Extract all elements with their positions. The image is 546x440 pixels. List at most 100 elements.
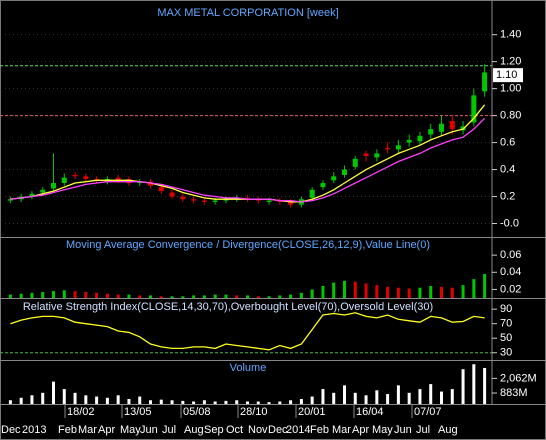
candle-body xyxy=(309,189,315,198)
x-tick-label: 07/07 xyxy=(414,406,442,418)
candle-body xyxy=(40,189,46,193)
panel-title: Moving Average Convergence / Divergence(… xyxy=(66,239,430,251)
bar xyxy=(41,292,45,298)
bar xyxy=(353,392,357,404)
bar xyxy=(159,296,163,298)
x-tick-label: 20/01 xyxy=(298,406,326,418)
candle-body xyxy=(417,135,423,142)
bar xyxy=(116,294,120,298)
bar xyxy=(332,282,336,298)
last-price-box xyxy=(493,68,523,83)
y-tick-label: 0.04 xyxy=(500,266,521,278)
candle-body xyxy=(180,196,186,200)
bar xyxy=(353,281,357,298)
bar xyxy=(321,286,325,298)
bar xyxy=(332,392,336,404)
bar xyxy=(299,292,303,298)
x-tick-label: 2013 xyxy=(22,424,46,436)
bar xyxy=(396,385,400,404)
bar xyxy=(396,287,400,298)
y-tick-label: 0.2 xyxy=(500,190,515,202)
bar xyxy=(429,384,433,404)
x-tick-label: Jul xyxy=(416,424,430,436)
bar xyxy=(461,285,465,298)
line xyxy=(10,312,485,351)
x-tick-label: Feb xyxy=(58,424,77,436)
candle-body xyxy=(126,179,132,184)
bar xyxy=(483,367,487,404)
x-tick-label: Apr xyxy=(98,424,115,436)
bar xyxy=(418,287,422,298)
bar xyxy=(73,291,77,298)
x-tick-label: Sep xyxy=(204,424,224,436)
bar xyxy=(343,280,346,298)
bar xyxy=(30,395,34,404)
candle-body xyxy=(83,176,89,179)
bar xyxy=(8,400,12,404)
x-tick-label: Jun xyxy=(394,424,412,436)
panel-title: Volume xyxy=(230,362,267,374)
x-tick-label: May xyxy=(120,424,141,436)
bar xyxy=(418,389,422,404)
bar xyxy=(138,295,142,298)
candle-body xyxy=(471,95,477,123)
candle-body xyxy=(137,181,143,184)
candle-body xyxy=(449,121,455,130)
candle-body xyxy=(223,199,229,201)
bar xyxy=(213,294,217,298)
bar xyxy=(440,391,443,404)
bar xyxy=(256,296,260,298)
bar xyxy=(461,369,465,404)
y-tick-label: 0.06 xyxy=(500,249,521,261)
candle-body xyxy=(406,139,412,143)
bar xyxy=(62,290,66,298)
bar xyxy=(170,296,174,298)
bar xyxy=(299,399,303,404)
y-tick-label: 0.02 xyxy=(500,283,521,295)
x-tick-label: Apr xyxy=(352,424,369,436)
candle-body xyxy=(428,129,434,135)
y-tick-label: 1.00 xyxy=(500,83,521,95)
bar xyxy=(289,400,293,404)
candle-body xyxy=(148,181,153,186)
bar xyxy=(105,293,109,298)
y-tick-label: 0.4 xyxy=(500,163,515,175)
bar xyxy=(52,381,55,404)
bar xyxy=(192,295,196,298)
x-tick-label: Aug xyxy=(184,424,204,436)
bar xyxy=(278,401,282,404)
candle-body xyxy=(201,200,207,202)
candle-body xyxy=(374,153,380,158)
y-tick-label: 90 xyxy=(500,303,512,315)
bar xyxy=(407,288,411,298)
x-tick-label: Feb xyxy=(310,424,329,436)
bar xyxy=(52,291,55,298)
bar xyxy=(364,283,368,298)
bar xyxy=(267,296,271,298)
bar xyxy=(450,389,454,404)
candle-body xyxy=(331,176,337,181)
bar xyxy=(472,279,476,298)
bar xyxy=(116,395,120,404)
x-tick-label: 13/05 xyxy=(124,406,152,418)
x-tick-label: 18/02 xyxy=(67,406,95,418)
y-tick-label: 0.80 xyxy=(500,110,521,122)
y-tick-label: 2,062M xyxy=(500,372,537,384)
bar xyxy=(181,296,185,298)
bar xyxy=(202,295,206,298)
bar xyxy=(84,292,88,298)
bar xyxy=(310,396,314,404)
bar xyxy=(375,390,379,404)
bar xyxy=(386,286,390,298)
bar xyxy=(62,389,66,404)
candle-body xyxy=(320,183,326,188)
y-tick-label: -0.0 xyxy=(500,217,519,229)
candle-body xyxy=(212,200,218,202)
bar xyxy=(310,289,314,298)
y-tick-label: 883M xyxy=(500,387,528,399)
bar xyxy=(235,400,239,404)
bar xyxy=(127,399,131,404)
x-tick-label: Nov xyxy=(248,424,268,436)
